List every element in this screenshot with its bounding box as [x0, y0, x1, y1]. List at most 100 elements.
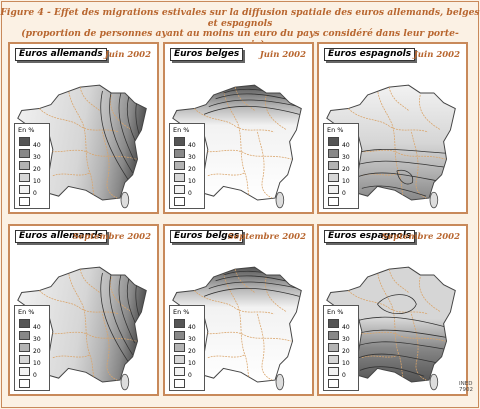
legend-tick: 10: [342, 178, 350, 185]
legend-tick: 40: [342, 142, 350, 149]
legend-swatch: [328, 149, 339, 158]
region-boundary: [377, 89, 406, 201]
region-boundary: [223, 89, 252, 201]
legend-tick: 40: [188, 324, 196, 331]
legend-swatch: [328, 367, 339, 376]
map-panel: Euros allemands Juin 2002 En % 40 30 20 10 0: [8, 42, 159, 214]
title-line-1: Figure 4 - Effet des migrations estivale…: [0, 7, 480, 29]
legend-swatch: [174, 197, 185, 206]
legend-tick: 0: [33, 190, 37, 197]
isoline: [118, 274, 135, 344]
legend-title: En %: [327, 126, 344, 134]
legend: En % 40 30 20 10 0: [14, 123, 50, 209]
corsica: [429, 191, 439, 209]
region-boundary: [79, 87, 100, 111]
region-boundary: [68, 89, 97, 201]
corsica: [275, 373, 285, 391]
isoline: [353, 341, 444, 350]
legend-swatch: [328, 379, 339, 388]
credit-line-2: 7902: [459, 387, 473, 393]
legend-tick: 20: [188, 348, 196, 355]
region-boundary: [193, 290, 275, 315]
corsica: [120, 191, 130, 209]
legend-swatch: [328, 343, 339, 352]
isoline: [359, 366, 425, 377]
legend-tick: 30: [188, 336, 196, 343]
legend-swatch: [174, 367, 185, 376]
credit: INED 7902: [459, 381, 473, 393]
panel-label: Euros belges: [170, 48, 244, 61]
isoline: [215, 93, 294, 102]
legend-swatch: [19, 355, 30, 364]
legend-swatch: [19, 137, 30, 146]
legend-tick: 20: [33, 348, 41, 355]
isoline: [109, 90, 133, 173]
legend-swatch: [19, 185, 30, 194]
legend-swatch: [328, 173, 339, 182]
map-panel: Euros espagnols Septembre 2002 En % 40 30 20 1…: [317, 224, 468, 396]
legend-swatch: [328, 161, 339, 170]
corsica: [120, 373, 130, 391]
legend-tick: 10: [33, 178, 41, 185]
region-boundary: [357, 331, 446, 342]
region-boundary: [411, 313, 427, 381]
legend-swatch: [19, 367, 30, 376]
corsica: [429, 373, 439, 391]
region-boundary: [193, 108, 275, 133]
legend-tick: 20: [342, 166, 350, 173]
legend-tick: 10: [33, 360, 41, 367]
region-boundary: [38, 108, 120, 133]
region-boundary: [257, 131, 273, 199]
map-panel: Euros belges Juin 2002 En % 40 30 20 10 0: [163, 42, 314, 214]
legend-tick: 0: [342, 372, 346, 379]
isoline: [355, 353, 436, 363]
legend-swatch: [19, 343, 30, 352]
legend-tick: 20: [188, 166, 196, 173]
legend-swatch: [19, 149, 30, 158]
legend-tick: 30: [33, 336, 41, 343]
legend-swatch: [174, 355, 185, 364]
legend-swatch: [174, 161, 185, 170]
legend-swatch: [328, 137, 339, 146]
legend-tick: 40: [33, 324, 41, 331]
isoline: [353, 148, 448, 154]
legend-swatch: [174, 173, 185, 182]
panel-date: Juin 2002: [104, 50, 151, 60]
legend-swatch: [19, 319, 30, 328]
legend-swatch: [19, 379, 30, 388]
map-panel: Euros belges Septembre 2002 En % 40 30 20 10 0: [163, 224, 314, 396]
legend: En % 40 30 20 10 0: [323, 123, 359, 209]
panel-date: Septembre 2002: [381, 232, 460, 242]
region-boundary: [419, 94, 441, 131]
region-boundary: [419, 276, 441, 313]
legend-swatch: [328, 185, 339, 194]
legend-swatch: [174, 319, 185, 328]
legend-title: En %: [18, 308, 35, 316]
legend-tick: 20: [342, 348, 350, 355]
region-boundary: [388, 87, 409, 111]
legend-tick: 40: [33, 142, 41, 149]
region-boundary: [79, 269, 100, 293]
panel-label: Euros allemands: [15, 48, 107, 61]
region-boundary: [347, 290, 429, 315]
region-boundary: [361, 354, 400, 359]
legend-swatch: [328, 319, 339, 328]
region-boundary: [207, 172, 246, 177]
legend-tick: 0: [33, 372, 37, 379]
panel-date: Juin 2002: [259, 50, 306, 60]
region-boundary: [48, 149, 137, 160]
legend: En % 40 30 20 10 0: [14, 305, 50, 391]
isoline: [100, 272, 130, 363]
region-boundary: [257, 313, 273, 381]
region-boundary: [68, 271, 97, 383]
isoline: [109, 272, 133, 355]
region-boundary: [223, 271, 252, 383]
legend-tick: 30: [342, 336, 350, 343]
legend-tick: 10: [188, 360, 196, 367]
region-boundary: [265, 94, 287, 131]
region-boundary: [388, 269, 409, 293]
legend-title: En %: [18, 126, 35, 134]
legend-tick: 30: [342, 154, 350, 161]
legend-tick: 40: [188, 142, 196, 149]
